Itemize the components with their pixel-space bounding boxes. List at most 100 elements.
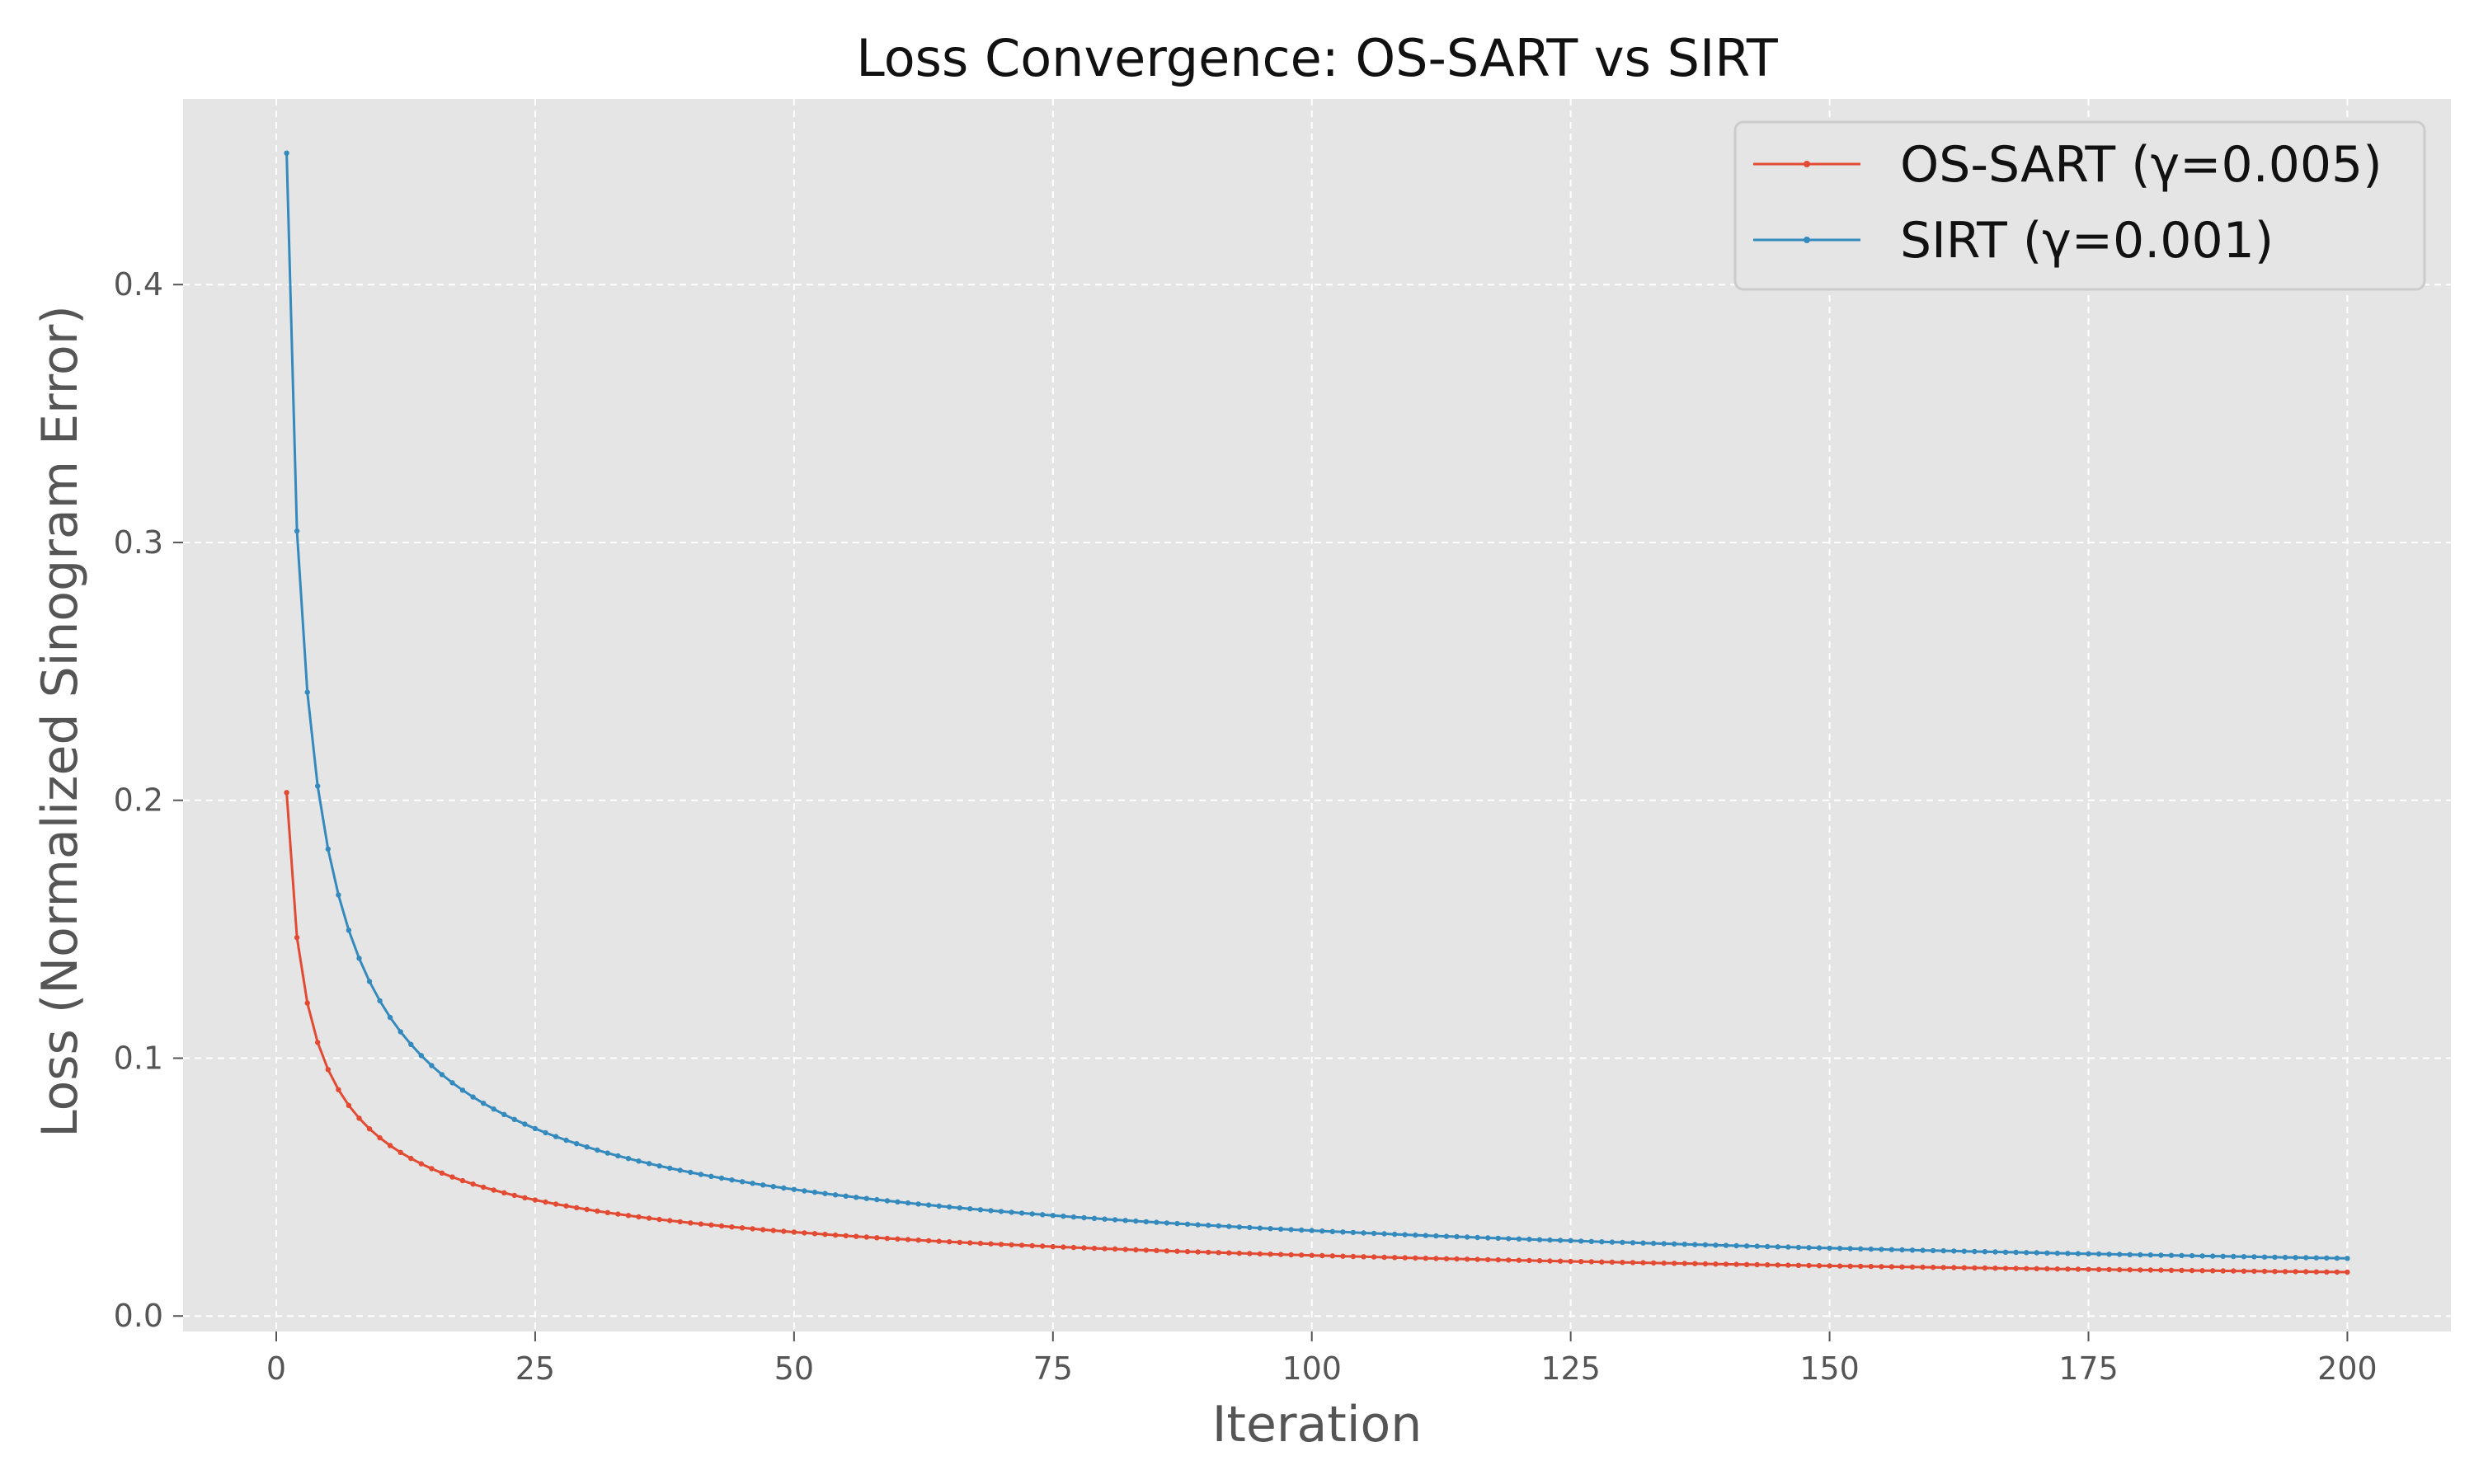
data-point-os-sart bbox=[811, 1231, 818, 1237]
data-point-os-sart bbox=[2303, 1269, 2309, 1275]
data-point-os-sart bbox=[1733, 1261, 1739, 1267]
data-point-sirt bbox=[1277, 1226, 1284, 1233]
data-point-os-sart bbox=[1930, 1265, 1936, 1270]
data-point-sirt bbox=[895, 1199, 901, 1205]
data-point-os-sart bbox=[1475, 1256, 1480, 1262]
data-point-os-sart bbox=[1371, 1254, 1377, 1260]
data-point-os-sart bbox=[1319, 1252, 1325, 1259]
data-point-os-sart bbox=[729, 1224, 735, 1230]
data-point-os-sart bbox=[2106, 1266, 2112, 1273]
legend-box bbox=[1733, 120, 2426, 291]
data-point-os-sart bbox=[2075, 1266, 2081, 1272]
data-point-sirt bbox=[2147, 1252, 2153, 1258]
data-point-sirt bbox=[760, 1182, 766, 1188]
data-point-sirt bbox=[2261, 1254, 2268, 1260]
data-point-os-sart bbox=[2034, 1266, 2039, 1272]
data-point-sirt bbox=[1495, 1235, 1501, 1242]
data-point-sirt bbox=[2199, 1253, 2205, 1259]
data-point-sirt bbox=[1485, 1235, 1491, 1241]
data-point-sirt bbox=[739, 1179, 745, 1185]
data-point-os-sart bbox=[822, 1232, 828, 1237]
data-point-os-sart bbox=[2065, 1266, 2071, 1272]
data-point-os-sart bbox=[646, 1215, 652, 1221]
data-point-sirt bbox=[315, 783, 321, 789]
data-point-os-sart bbox=[294, 935, 300, 941]
legend-entry-os-sart: OS-SART (γ=0.005) bbox=[1753, 136, 2382, 194]
data-point-os-sart bbox=[1775, 1262, 1780, 1268]
data-point-os-sart bbox=[1992, 1266, 1998, 1271]
x-tick-label: 0 bbox=[266, 1350, 286, 1387]
data-point-sirt bbox=[408, 1041, 414, 1048]
data-point-os-sart bbox=[1785, 1262, 1791, 1268]
data-point-sirt bbox=[325, 846, 331, 852]
data-point-sirt bbox=[1868, 1246, 1874, 1252]
data-point-os-sart bbox=[2199, 1268, 2205, 1274]
data-point-os-sart bbox=[936, 1238, 942, 1244]
data-point-os-sart bbox=[2054, 1266, 2060, 1272]
data-point-os-sart bbox=[2313, 1269, 2319, 1275]
data-point-sirt bbox=[491, 1106, 496, 1112]
grid-lines bbox=[183, 99, 2451, 1331]
data-point-sirt bbox=[1009, 1209, 1014, 1215]
data-point-sirt bbox=[1733, 1242, 1739, 1249]
data-point-sirt bbox=[2303, 1255, 2309, 1261]
data-point-os-sart bbox=[1102, 1246, 1108, 1252]
data-point-os-sart bbox=[1868, 1263, 1874, 1270]
series-group bbox=[284, 150, 2350, 1275]
data-point-os-sart bbox=[2345, 1269, 2350, 1275]
data-point-os-sart bbox=[470, 1181, 476, 1187]
data-point-sirt bbox=[750, 1181, 755, 1186]
data-point-os-sart bbox=[2220, 1268, 2226, 1274]
data-point-sirt bbox=[1972, 1248, 1978, 1255]
data-point-os-sart bbox=[2179, 1267, 2185, 1274]
data-point-os-sart bbox=[1257, 1251, 1263, 1257]
data-point-sirt bbox=[1816, 1245, 1823, 1251]
data-point-os-sart bbox=[1268, 1252, 1273, 1257]
data-point-sirt bbox=[936, 1203, 942, 1209]
data-point-sirt bbox=[791, 1186, 797, 1192]
data-point-sirt bbox=[1464, 1234, 1470, 1240]
data-point-os-sart bbox=[2002, 1266, 2009, 1271]
data-point-os-sart bbox=[408, 1155, 414, 1162]
data-point-os-sart bbox=[1133, 1247, 1139, 1253]
data-point-os-sart bbox=[1184, 1248, 1191, 1255]
data-point-sirt bbox=[459, 1087, 466, 1093]
data-point-sirt bbox=[1672, 1241, 1677, 1247]
data-point-sirt bbox=[604, 1150, 610, 1156]
data-point-sirt bbox=[1630, 1240, 1636, 1246]
data-point-sirt bbox=[1992, 1249, 1998, 1255]
data-point-os-sart bbox=[1433, 1256, 1439, 1261]
data-point-sirt bbox=[957, 1205, 963, 1211]
data-point-os-sart bbox=[2158, 1267, 2164, 1273]
data-point-sirt bbox=[636, 1158, 642, 1164]
data-point-os-sart bbox=[1847, 1263, 1853, 1270]
data-point-sirt bbox=[1588, 1238, 1595, 1245]
data-point-sirt bbox=[366, 979, 373, 984]
data-point-sirt bbox=[2127, 1252, 2133, 1258]
data-point-os-sart bbox=[957, 1239, 963, 1246]
data-point-os-sart bbox=[1443, 1256, 1450, 1262]
data-point-sirt bbox=[977, 1207, 984, 1213]
data-point-os-sart bbox=[802, 1230, 807, 1236]
data-point-sirt bbox=[1806, 1245, 1812, 1251]
data-point-os-sart bbox=[781, 1228, 787, 1234]
data-point-sirt bbox=[863, 1195, 870, 1201]
data-point-os-sart bbox=[1568, 1258, 1573, 1265]
data-point-os-sart bbox=[750, 1226, 755, 1232]
data-point-sirt bbox=[832, 1192, 839, 1198]
data-point-sirt bbox=[1713, 1242, 1719, 1248]
data-point-sirt bbox=[1681, 1242, 1688, 1247]
data-point-sirt bbox=[1361, 1230, 1366, 1236]
data-point-os-sart bbox=[387, 1143, 393, 1148]
data-point-os-sart bbox=[1195, 1249, 1201, 1255]
data-point-os-sart bbox=[1806, 1262, 1812, 1269]
data-point-os-sart bbox=[1174, 1248, 1180, 1254]
data-point-os-sart bbox=[1029, 1242, 1035, 1249]
data-point-sirt bbox=[1070, 1214, 1077, 1220]
data-point-os-sart bbox=[1557, 1258, 1564, 1264]
data-point-os-sart bbox=[315, 1040, 321, 1045]
data-point-os-sart bbox=[2210, 1268, 2216, 1274]
data-point-os-sart bbox=[356, 1115, 362, 1121]
data-point-os-sart bbox=[1630, 1260, 1636, 1266]
data-point-os-sart bbox=[2251, 1268, 2257, 1275]
